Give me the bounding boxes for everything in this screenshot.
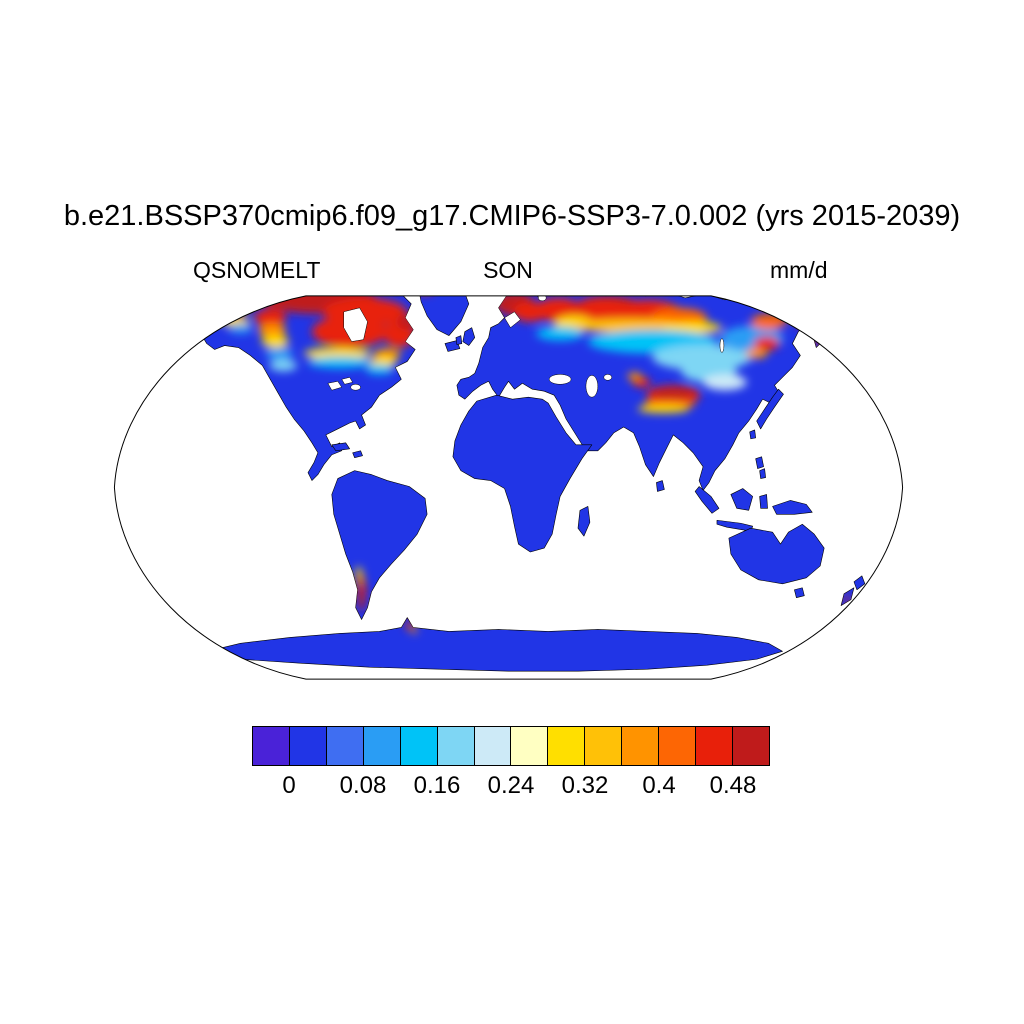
colorbar-tick: 0 [282,772,296,799]
world-map [111,284,906,691]
colorbar-cell [253,727,289,765]
colorbar-cell [510,727,548,765]
variable-label: QSNOMELT [193,257,321,283]
colorbar-tick: 0.32 [561,772,609,799]
plot-title: b.e21.BSSP370cmip6.f09_g17.CMIP6-SSP3-7.… [63,200,961,232]
colorbar: 0 0.08 0.16 0.24 0.32 0.4 0.48 [252,726,770,799]
colorbar-tick: 0.48 [709,772,757,799]
inland-water-layer [327,295,725,398]
colorbar-cell [399,727,437,765]
colorbar-cell [695,727,732,765]
colorbar-tick: 0.4 [642,772,676,799]
colorbar-cell [362,727,400,765]
projection-boundary [113,295,904,680]
robinson-projection-map [113,295,904,680]
colorbar-tick: 0.08 [339,772,387,799]
colorbar-cells [252,726,770,766]
colorbar-tick-labels: 0 0.08 0.16 0.24 0.32 0.4 0.48 [252,766,770,799]
colorbar-tick: 0.16 [413,772,461,799]
colorbar-cell [436,727,474,765]
colorbar-cell [547,727,585,765]
colorbar-cell [621,727,659,765]
colorbar-cell [584,727,622,765]
colorbar-cell [731,727,769,765]
units-label: mm/d [770,257,828,283]
colorbar-cell [658,727,696,765]
colorbar-tick: 0.24 [487,772,535,799]
season-label: SON [483,257,533,283]
colorbar-cell [288,727,326,765]
colorbar-cell [473,727,511,765]
colorbar-cell [325,727,363,765]
